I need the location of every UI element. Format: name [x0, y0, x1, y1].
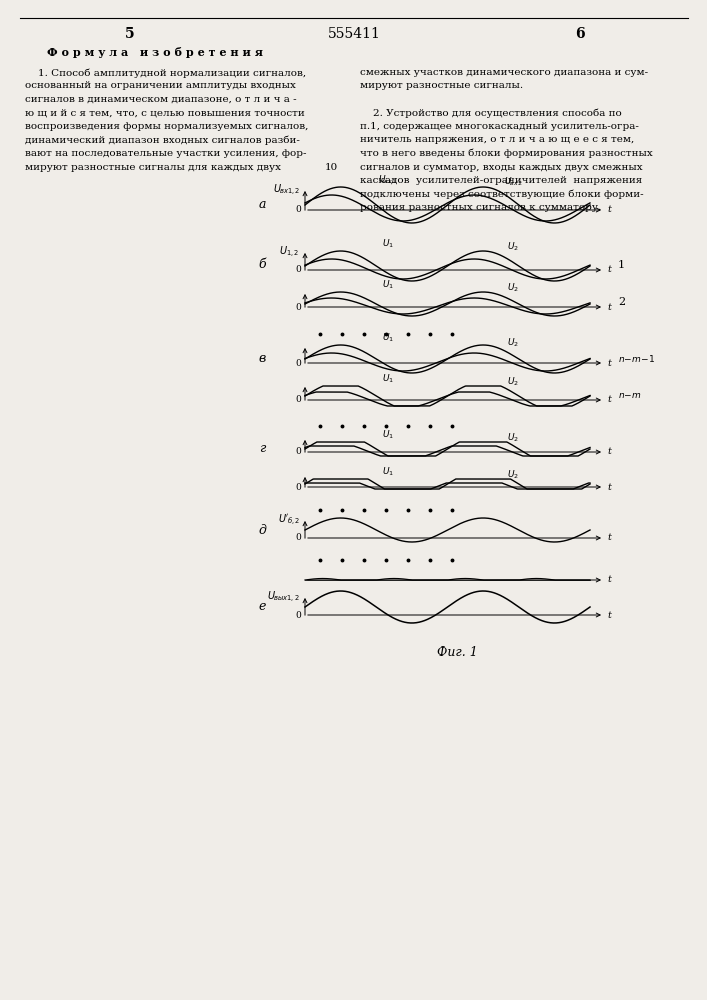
Text: 0: 0 — [296, 395, 301, 404]
Text: $U_2$: $U_2$ — [507, 282, 519, 294]
Text: t: t — [607, 483, 611, 491]
Text: п.1, содержащее многокаскадный усилитель-огра-: п.1, содержащее многокаскадный усилитель… — [360, 122, 639, 131]
Text: t: t — [607, 206, 611, 215]
Text: $U_2$: $U_2$ — [507, 432, 519, 444]
Text: $U_1$: $U_1$ — [382, 466, 394, 478]
Text: 2. Устройство для осуществления способа по: 2. Устройство для осуществления способа … — [360, 108, 621, 118]
Text: ю щ и й с я тем, что, с целью повышения точности: ю щ и й с я тем, что, с целью повышения … — [25, 108, 305, 117]
Text: $U'_{\!б,2}$: $U'_{\!б,2}$ — [278, 512, 300, 528]
Text: t: t — [607, 448, 611, 456]
Text: t: t — [607, 302, 611, 312]
Text: каскадов  усилителей-ограничителей  напряжения: каскадов усилителей-ограничителей напряж… — [360, 176, 642, 185]
Text: $U_2$: $U_2$ — [507, 468, 519, 481]
Text: $U_{\!\mathit{вх}1}$: $U_{\!\mathit{вх}1}$ — [378, 174, 397, 186]
Text: 6: 6 — [575, 27, 585, 41]
Text: а: а — [258, 198, 266, 212]
Text: $U_1$: $U_1$ — [382, 372, 394, 385]
Text: мируют разностные сигналы.: мируют разностные сигналы. — [360, 82, 523, 91]
Text: 0: 0 — [296, 206, 301, 215]
Text: t: t — [607, 265, 611, 274]
Text: 1: 1 — [618, 260, 625, 270]
Text: г: г — [259, 442, 265, 454]
Text: $U_{\!\mathit{вх}1,2}$: $U_{\!\mathit{вх}1,2}$ — [272, 182, 300, 198]
Text: вают на последовательные участки усиления, фор-: вают на последовательные участки усилени… — [25, 149, 307, 158]
Text: рования разностных сигналов к сумматору.: рования разностных сигналов к сумматору. — [360, 203, 601, 212]
Text: 0: 0 — [296, 302, 301, 312]
Text: сигналов и сумматор, входы каждых двух смежных: сигналов и сумматор, входы каждых двух с… — [360, 162, 643, 172]
Text: подключены через соответствующие блоки форми-: подключены через соответствующие блоки ф… — [360, 190, 643, 199]
Text: динамический диапазон входных сигналов разби-: динамический диапазон входных сигналов р… — [25, 135, 300, 145]
Text: t: t — [607, 610, 611, 619]
Text: 0: 0 — [296, 534, 301, 542]
Text: 10: 10 — [325, 162, 338, 172]
Text: t: t — [607, 359, 611, 367]
Text: д: д — [258, 524, 266, 536]
Text: $n\!-\!m$: $n\!-\!m$ — [618, 390, 642, 399]
Text: смежных участков динамического диапазона и сум-: смежных участков динамического диапазона… — [360, 68, 648, 77]
Text: мируют разностные сигналы для каждых двух: мируют разностные сигналы для каждых дву… — [25, 162, 281, 172]
Text: основанный на ограничении амплитуды входных: основанный на ограничении амплитуды вход… — [25, 82, 296, 91]
Text: $U_1$: $U_1$ — [382, 428, 394, 441]
Text: $U_2$: $U_2$ — [507, 375, 519, 388]
Text: 5: 5 — [125, 27, 135, 41]
Text: сигналов в динамическом диапазоне, о т л и ч а -: сигналов в динамическом диапазоне, о т л… — [25, 95, 297, 104]
Text: 555411: 555411 — [327, 27, 380, 41]
Text: воспроизведения формы нормализуемых сигналов,: воспроизведения формы нормализуемых сигн… — [25, 122, 308, 131]
Text: е: е — [258, 600, 266, 613]
Text: $U_1$: $U_1$ — [382, 332, 394, 344]
Text: $U_2$: $U_2$ — [507, 240, 519, 253]
Text: что в него введены блоки формирования разностных: что в него введены блоки формирования ра… — [360, 149, 653, 158]
Text: 0: 0 — [296, 265, 301, 274]
Text: Ф о р м у л а   и з о б р е т е н и я: Ф о р м у л а и з о б р е т е н и я — [47, 46, 263, 57]
Text: $U_{\!\mathit{вых}1,2}$: $U_{\!\mathit{вых}1,2}$ — [267, 589, 300, 605]
Text: $U_1$: $U_1$ — [382, 237, 394, 250]
Text: 1. Способ амплитудной нормализации сигналов,: 1. Способ амплитудной нормализации сигна… — [25, 68, 306, 78]
Text: 2: 2 — [618, 297, 625, 307]
Text: $U_{\!\mathit{вх}2}$: $U_{\!\mathit{вх}2}$ — [504, 176, 522, 188]
Text: 0: 0 — [296, 610, 301, 619]
Text: $U_1$: $U_1$ — [382, 278, 394, 291]
Text: t: t — [607, 576, 611, 584]
Text: 0: 0 — [296, 359, 301, 367]
Text: 0: 0 — [296, 483, 301, 491]
Text: ничитель напряжения, о т л и ч а ю щ е е с я тем,: ничитель напряжения, о т л и ч а ю щ е е… — [360, 135, 634, 144]
Text: t: t — [607, 395, 611, 404]
Text: б: б — [258, 258, 266, 271]
Text: Фиг. 1: Фиг. 1 — [437, 646, 478, 658]
Text: 0: 0 — [296, 448, 301, 456]
Text: $n\!-\!m\!-\!1$: $n\!-\!m\!-\!1$ — [618, 353, 655, 363]
Text: в: в — [258, 352, 266, 364]
Text: t: t — [607, 534, 611, 542]
Text: $U_2$: $U_2$ — [507, 336, 519, 349]
Text: $U_{1,2}$: $U_{1,2}$ — [279, 244, 300, 260]
